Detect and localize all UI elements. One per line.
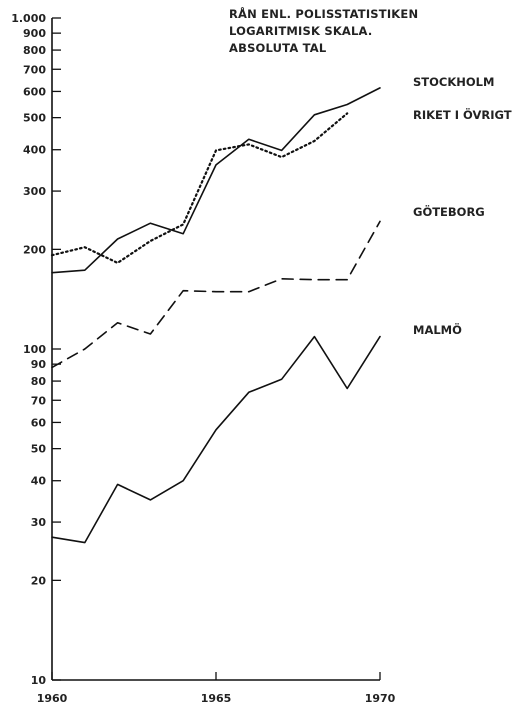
y-tick-label: 500 — [23, 112, 46, 125]
y-tick-label: 700 — [23, 63, 46, 76]
y-tick-label: 10 — [31, 674, 47, 687]
chart-title-line-2: LOGARITMISK SKALA. — [229, 24, 373, 38]
chart-title-line-3: ABSOLUTA TAL — [229, 41, 327, 55]
y-tick-label: 90 — [31, 358, 47, 371]
y-tick-label: 40 — [31, 475, 47, 488]
chart-axes — [51, 18, 380, 681]
y-tick-label: 600 — [23, 85, 46, 98]
y-tick-label: 30 — [31, 516, 47, 529]
y-tick-label: 1.000 — [11, 12, 46, 25]
y-tick-label: 400 — [23, 144, 46, 157]
chart-source-note: RÅN ENL. POLISSTATISTIKEN LOGARITMISK SK… — [229, 6, 418, 57]
series-line-riket-i-ovrigt — [50, 112, 349, 264]
y-tick-label: 80 — [31, 375, 47, 388]
series-line-malmo — [51, 335, 381, 544]
y-tick-label: 300 — [23, 185, 46, 198]
series-label-malmo: MALMÖ — [413, 323, 462, 337]
y-tick-label: 50 — [31, 443, 47, 456]
chart-ticks: 10 20 30 40 50 60 70 80 90 100 200 300 400 500 600 700 8… — [11, 12, 395, 705]
y-tick-label: 200 — [23, 243, 46, 256]
chart-series — [50, 87, 381, 544]
y-tick-label: 60 — [31, 416, 47, 429]
series-line-goteborg — [51, 220, 381, 369]
y-tick-label: 20 — [31, 574, 47, 587]
chart-title-line-1: RÅN ENL. POLISSTATISTIKEN — [229, 7, 419, 21]
y-tick-label: 800 — [23, 44, 46, 57]
x-tick-label: 1965 — [201, 692, 232, 705]
x-tick-label: 1970 — [365, 692, 396, 705]
y-tick-label: 900 — [23, 27, 46, 40]
series-label-goteborg: GÖTEBORG — [413, 205, 485, 219]
y-tick-label: 70 — [31, 394, 47, 407]
series-line-stockholm — [51, 87, 381, 274]
y-tick-label: 100 — [23, 343, 46, 356]
series-label-stockholm: STOCKHOLM — [413, 75, 495, 89]
x-tick-label: 1960 — [37, 692, 68, 705]
series-label-riket-i-ovrigt: RIKET I ÖVRIGT — [413, 108, 512, 122]
